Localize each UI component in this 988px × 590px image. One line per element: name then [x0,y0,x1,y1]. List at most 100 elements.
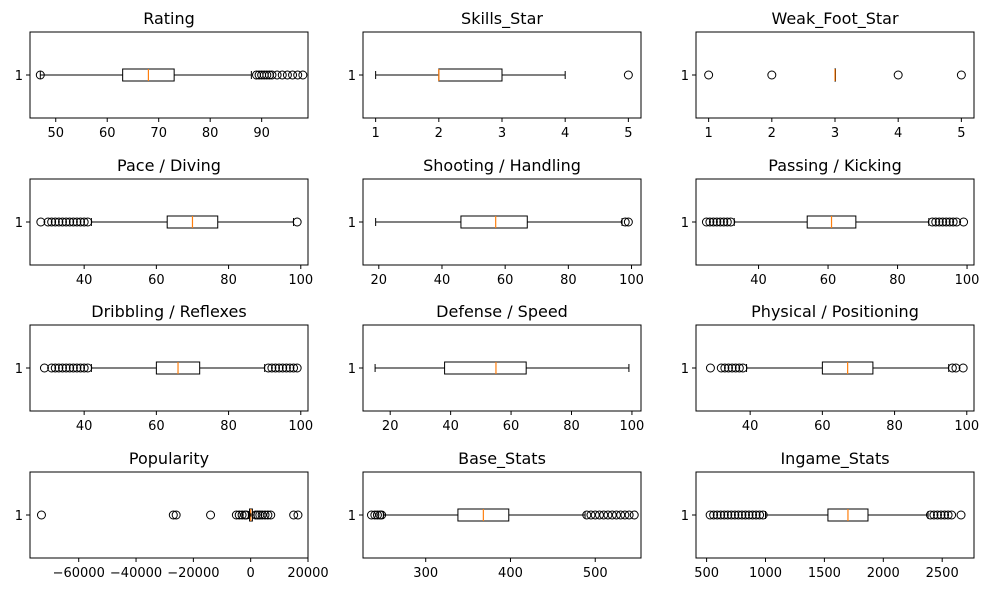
subplot-title: Shooting / Handling [423,156,581,175]
outlier-point [738,363,748,373]
x-tick-label: 50 [47,126,64,141]
x-tick-label: 40 [434,273,451,288]
x-tick-label: −40000 [110,566,162,581]
subplot-3: Weak_Foot_Star 1 1 2 3 4 5 [681,9,975,141]
outlier-point [705,217,715,227]
outlier-point [263,510,273,520]
outlier-point [61,363,71,373]
outlier-point [929,510,939,520]
outlier-point [705,510,715,520]
outlier-point [934,217,944,227]
outlier-point [293,510,303,520]
x-tick-label: 2000 [867,566,900,581]
outlier-point [370,510,380,520]
outlier-point [168,510,178,520]
outlier-point [262,70,272,80]
subplot-title: Pace / Diving [117,156,221,175]
outlier-point [292,217,302,227]
outlier-point [730,510,740,520]
outlier-point [620,510,630,520]
subplot-7: Dribbling / Reflexes 1 40 60 80 100 [15,302,313,434]
outlier-point [237,510,247,520]
outlier-point [744,510,754,520]
x-tick-label: 80 [560,273,577,288]
x-tick-label: 2 [435,126,443,141]
outlier-point [267,363,277,373]
outlier-point [751,510,761,520]
outlier-point [938,217,948,227]
outlier-point [171,510,181,520]
x-tick-label: 5 [624,126,632,141]
outlier-point [234,510,244,520]
outlier-point [709,510,719,520]
x-tick-label: 400 [498,566,523,581]
outlier-point [941,217,951,227]
x-tick-label: 20 [371,273,388,288]
x-tick-label: 60 [820,273,837,288]
x-tick-label: 1000 [749,566,782,581]
x-tick-label: 40 [76,419,93,434]
outlier-point [620,217,630,227]
outlier-point [624,510,634,520]
outlier-point [68,217,78,227]
iqr-box [438,68,503,82]
outlier-point [47,217,57,227]
outlier-point [274,363,284,373]
outlier-point [47,363,57,373]
outlier-point [281,363,291,373]
outlier-point [956,510,966,520]
outlier-point [940,510,950,520]
y-tick-label: 1 [681,69,689,84]
subplot-9: Physical / Positioning 1 40 60 80 100 [681,302,979,434]
outlier-point [715,217,725,227]
outlier-point [36,510,46,520]
subplot-title: Ingame_Stats [780,449,889,469]
outlier-point [719,510,729,520]
axes-frame [29,324,309,412]
outlier-point [277,70,287,80]
outlier-point [712,217,722,227]
outlier-point [272,70,282,80]
outlier-point [266,510,276,520]
outlier-point [57,217,67,227]
outlier-point [79,363,89,373]
outlier-point [704,70,714,80]
outlier-point [372,510,382,520]
outlier-point [43,217,53,227]
y-tick-label: 1 [15,69,23,84]
outlier-point [257,510,267,520]
outlier-point [288,70,298,80]
y-tick-label: 1 [681,509,689,524]
subplot-title: Dribbling / Reflexes [91,302,246,321]
x-tick-label: 1 [371,126,379,141]
outlier-point [623,217,633,227]
y-tick-label: 1 [348,509,356,524]
outlier-point [945,217,955,227]
iqr-box [460,215,528,229]
outlier-point [956,70,966,80]
y-tick-label: 1 [348,69,356,84]
outlier-point [948,217,958,227]
outlier-point [947,363,957,373]
outlier-point [39,363,49,373]
x-tick-label: 500 [583,566,608,581]
outlier-point [748,510,758,520]
outlier-point [285,363,295,373]
x-tick-label: 4 [561,126,569,141]
outlier-point [952,217,962,227]
x-tick-label: 40 [742,419,759,434]
outlier-point [734,363,744,373]
outlier-point [76,363,86,373]
outlier-point [377,510,387,520]
outlier-point [740,510,750,520]
subplot-6: Passing / Kicking 1 40 60 80 100 [681,156,980,288]
x-tick-label: 5 [957,126,965,141]
outlier-point [35,70,45,80]
outlier-point [289,510,299,520]
x-tick-label: 80 [220,273,237,288]
y-tick-label: 1 [15,362,23,377]
x-tick-label: 80 [202,126,219,141]
x-tick-label: 40 [76,273,93,288]
